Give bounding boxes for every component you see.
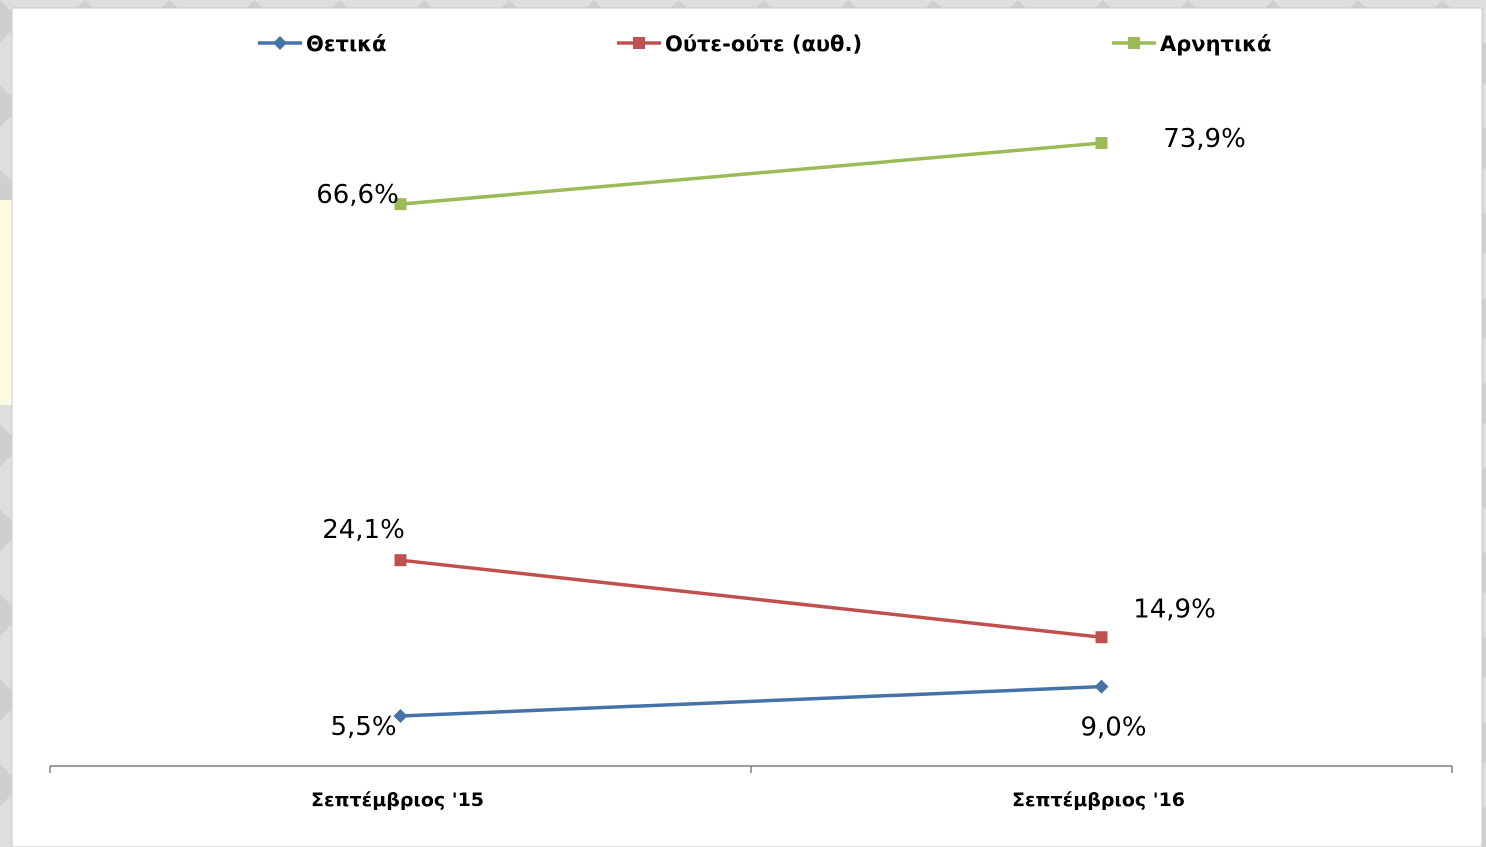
x-tick-label: Σεπτέμβριος '15 — [311, 789, 484, 811]
legend-item-θετικα: Θετικά — [258, 32, 386, 56]
legend-swatch-marker — [633, 37, 645, 49]
series-ουτε-ουτε-αυθ — [394, 554, 1108, 644]
data-point-αρνητικα-1 — [1095, 137, 1108, 149]
data-label-αρνητικα-1: 73,9% — [1163, 124, 1246, 154]
series-αρνητικα — [394, 137, 1108, 211]
data-label-θετικα-0: 5,5% — [330, 712, 396, 742]
x-axis: Σεπτέμβριος '15 Σεπτέμβριος '16 — [49, 765, 1453, 811]
legend: Θετικά Ούτε-ούτε (αυθ.) Αρνητικά — [258, 32, 1271, 56]
legend-item-αρνητικα: Αρνητικά — [1112, 32, 1271, 56]
legend-item-ουτε-ουτε-αυθ: Ούτε-ούτε (αυθ.) — [617, 32, 862, 56]
legend-label: Ούτε-ούτε (αυθ.) — [665, 32, 862, 56]
data-point-θετικα-1 — [1094, 679, 1109, 694]
data-point-αρνητικα-0 — [394, 198, 407, 211]
data-label-αρνητικα-0: 66,6% — [316, 180, 399, 210]
legend-label: Αρνητικά — [1160, 32, 1271, 56]
x-tick-label: Σεπτέμβριος '16 — [1012, 789, 1185, 811]
data-point-ουτε-ουτε-αυθ-0 — [394, 554, 407, 567]
legend-swatch-marker — [1128, 37, 1140, 49]
series-line-αρνητικα — [400, 141, 1102, 206]
data-point-θετικα-0 — [393, 709, 408, 723]
data-label-ουτε-ουτε-αυθ-0: 24,1% — [322, 515, 405, 545]
side-highlight — [0, 200, 12, 405]
data-label-θετικα-1: 9,0% — [1080, 713, 1146, 743]
series-line-θετικα — [400, 684, 1102, 718]
series-θετικα — [393, 679, 1109, 723]
legend-swatch-marker — [273, 36, 287, 50]
legend-label: Θετικά — [306, 32, 386, 56]
data-labels: 5,5% 9,0% 24,1% 14,9% 66,6% 73,9% — [316, 124, 1246, 743]
data-point-ουτε-ουτε-αυθ-1 — [1095, 631, 1108, 644]
plot-area — [11, 7, 1483, 847]
series-line-ουτε-ουτε-αυθ — [400, 558, 1102, 639]
series-layer — [393, 137, 1109, 723]
data-label-ουτε-ουτε-αυθ-1: 14,9% — [1133, 594, 1216, 624]
